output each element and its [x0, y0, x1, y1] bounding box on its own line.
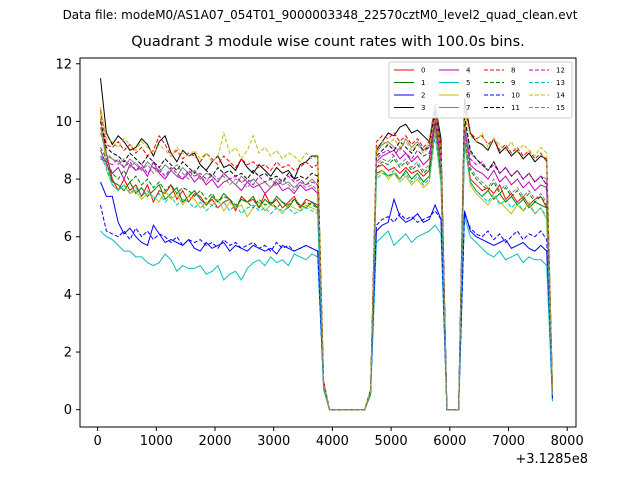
series-line-6	[100, 112, 553, 411]
x-tick-label: 4000	[316, 434, 349, 449]
plot-frame	[79, 57, 577, 428]
legend-label-6: 6	[466, 92, 471, 100]
series-line-2	[100, 181, 553, 411]
x-tick-label: 6000	[433, 434, 466, 449]
series-line-1	[100, 127, 553, 411]
legend-label-13: 13	[556, 79, 565, 87]
series-line-15	[100, 127, 553, 411]
chart-title: Quadrant 3 module wise count rates with …	[131, 34, 525, 50]
y-tick-label: 8	[64, 173, 72, 188]
series-line-11	[100, 109, 553, 411]
legend-label-9: 9	[511, 79, 515, 87]
legend-label-14: 14	[556, 92, 565, 100]
legend-label-2: 2	[421, 92, 425, 100]
legend-label-7: 7	[466, 104, 470, 112]
legend-label-8: 8	[511, 67, 515, 75]
y-tick-label: 10	[55, 115, 72, 130]
figure-suptitle: Data file: modeM0/AS1A07_054T01_90000033…	[62, 8, 578, 22]
legend-label-10: 10	[511, 92, 520, 100]
x-tick-label: 5000	[375, 434, 408, 449]
x-tick-label: 0	[93, 434, 101, 449]
x-tick-label: 8000	[551, 434, 584, 449]
axes: 0 1000 2000 3000 4000 5000 6000 7000 80000246810…	[55, 57, 583, 449]
series-line-8	[100, 106, 553, 411]
legend-label-4: 4	[466, 67, 471, 75]
legend-label-11: 11	[511, 104, 520, 112]
series-line-10	[100, 204, 553, 411]
x-axis-offset-label: +3.1285e8	[515, 452, 588, 467]
legend-box	[388, 61, 573, 119]
series-line-14	[100, 106, 553, 411]
series-line-5	[100, 216, 553, 411]
y-tick-label: 6	[64, 230, 72, 245]
y-tick-label: 0	[64, 403, 72, 418]
series-line-12	[100, 121, 553, 411]
series-line-4	[100, 115, 553, 411]
y-tick-label: 12	[55, 57, 72, 72]
x-tick-label: 7000	[492, 434, 525, 449]
y-tick-label: 4	[64, 288, 72, 303]
legend-label-12: 12	[556, 67, 565, 75]
series-line-13	[100, 135, 553, 411]
legend-label-15: 15	[556, 104, 565, 112]
legend-label-1: 1	[421, 79, 425, 87]
x-tick-label: 3000	[257, 434, 290, 449]
x-tick-label: 1000	[140, 434, 173, 449]
legend-label-5: 5	[466, 79, 470, 87]
legend-label-0: 0	[421, 67, 425, 75]
y-tick-label: 2	[64, 346, 72, 361]
series-line-3	[100, 78, 553, 411]
legend-label-3: 3	[421, 104, 425, 112]
series-line-0	[100, 118, 553, 411]
series-lines	[100, 78, 553, 411]
x-tick-label: 2000	[198, 434, 231, 449]
